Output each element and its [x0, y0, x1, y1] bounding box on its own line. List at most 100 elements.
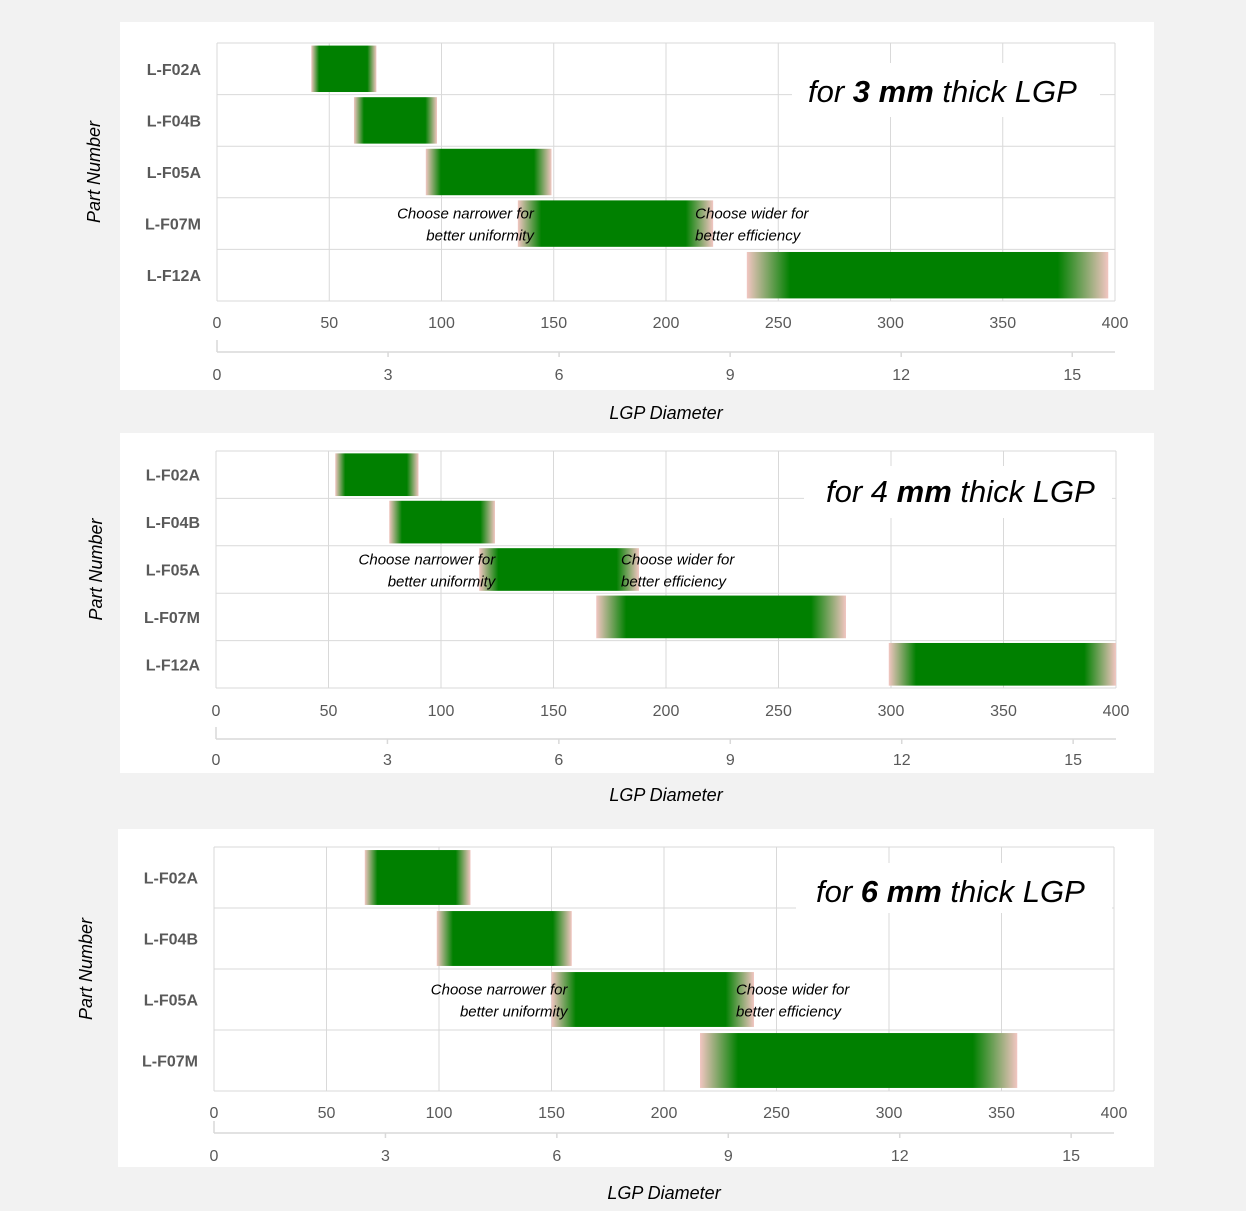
- bar-l-f07m: [700, 1033, 1018, 1088]
- category-label: L-F02A: [147, 62, 202, 79]
- x-axis-title: LGP Diameter: [609, 785, 723, 805]
- x2-tick-label: 12: [892, 367, 910, 384]
- x2-tick-label: 6: [554, 752, 563, 769]
- x-tick-label: 150: [540, 315, 567, 332]
- annotation-narrower: better uniformity: [388, 574, 497, 591]
- annotation-wider: better efficiency: [621, 574, 728, 591]
- x-tick-label: 150: [540, 703, 567, 720]
- title-part: thick LGP: [952, 474, 1095, 509]
- x2-tick-label: 9: [724, 1148, 733, 1165]
- x-tick-label: 100: [428, 315, 455, 332]
- category-label: L-F05A: [144, 993, 199, 1010]
- category-label: L-F05A: [147, 165, 202, 182]
- category-label: L-F04B: [144, 932, 198, 949]
- chart-title: for 4 mm thick LGP: [826, 474, 1095, 509]
- x2-tick-label: 3: [381, 1148, 390, 1165]
- x-tick-label: 200: [653, 315, 680, 332]
- category-label: L-F07M: [145, 217, 201, 234]
- y-axis-title: Part Number: [76, 917, 96, 1020]
- title-part: 6 mm: [861, 874, 942, 909]
- title-part: thick LGP: [942, 874, 1085, 909]
- x2-tick-label: 15: [1063, 367, 1081, 384]
- x2-tick-label: 12: [893, 752, 911, 769]
- title-part: for: [808, 74, 853, 109]
- x-tick-label: 250: [765, 703, 792, 720]
- chart-title: for 3 mm thick LGP: [808, 74, 1077, 109]
- x2-tick-label: 9: [726, 752, 735, 769]
- y-axis-title: Part Number: [86, 517, 106, 620]
- title-part: thick LGP: [934, 74, 1077, 109]
- x-tick-label: 200: [653, 703, 680, 720]
- x-tick-label: 50: [320, 703, 338, 720]
- category-label: L-F05A: [146, 563, 201, 580]
- x2-tick-label: 0: [212, 752, 221, 769]
- bar-l-f04b: [436, 911, 572, 966]
- bar-l-f05a: [479, 548, 639, 591]
- bar-l-f02a: [364, 850, 471, 905]
- bar-l-f04b: [389, 500, 495, 544]
- annotation-narrower: better uniformity: [426, 228, 535, 245]
- bar-l-f12a: [746, 251, 1109, 299]
- category-label: L-F07M: [144, 610, 200, 627]
- x-tick-label: 50: [320, 315, 338, 332]
- title-part: for: [816, 874, 861, 909]
- x-tick-label: 200: [651, 1105, 678, 1122]
- bar-l-f07m: [596, 595, 846, 639]
- category-label: L-F07M: [142, 1054, 198, 1071]
- title-part: mm: [897, 474, 952, 509]
- bar-l-f05a: [425, 148, 552, 196]
- x2-tick-label: 9: [726, 367, 735, 384]
- x-tick-label: 0: [210, 1105, 219, 1122]
- y-axis-title: Part Number: [84, 120, 104, 223]
- x-axis-title: LGP Diameter: [609, 403, 723, 423]
- x-tick-label: 100: [426, 1105, 453, 1122]
- annotation-wider: Choose wider for: [736, 982, 850, 999]
- chart-title: for 6 mm thick LGP: [816, 874, 1085, 909]
- x2-tick-label: 3: [383, 752, 392, 769]
- annotation-narrower: Choose narrower for: [397, 206, 535, 223]
- bar-l-f05a: [551, 972, 754, 1027]
- bar-l-f02a: [311, 45, 377, 93]
- annotation-wider: Choose wider for: [695, 206, 809, 223]
- bar-l-f12a: [888, 642, 1116, 686]
- title-background: [796, 863, 1112, 913]
- x2-tick-label: 0: [213, 367, 222, 384]
- x2-tick-label: 0: [210, 1148, 219, 1165]
- x-tick-label: 350: [988, 1105, 1015, 1122]
- x2-tick-label: 15: [1062, 1148, 1080, 1165]
- title-background: [792, 63, 1100, 117]
- category-label: L-F04B: [146, 515, 200, 532]
- chart-2: L-F02A L-F04B L-F05A L-F07M L-F12A 0 50 100 150 2…: [86, 433, 1154, 805]
- bar-l-f07m: [517, 200, 714, 247]
- category-label: L-F02A: [144, 871, 199, 888]
- title-background: [804, 466, 1112, 518]
- x-tick-label: 100: [428, 703, 455, 720]
- x-tick-label: 300: [878, 703, 905, 720]
- x-tick-label: 400: [1103, 703, 1130, 720]
- x2-tick-label: 6: [552, 1148, 561, 1165]
- x-tick-label: 400: [1101, 1105, 1128, 1122]
- x2-tick-label: 3: [384, 367, 393, 384]
- category-label: L-F12A: [147, 268, 202, 285]
- x-tick-label: 0: [213, 315, 222, 332]
- x-tick-label: 300: [876, 1105, 903, 1122]
- x2-tick-label: 6: [555, 367, 564, 384]
- category-label: L-F04B: [147, 113, 201, 130]
- x-tick-label: 250: [765, 315, 792, 332]
- x-axis-title: LGP Diameter: [607, 1183, 721, 1203]
- annotation-narrower: better uniformity: [460, 1004, 569, 1021]
- x-tick-label: 150: [538, 1105, 565, 1122]
- annotation-wider: Choose wider for: [621, 552, 735, 569]
- category-label: L-F12A: [146, 657, 201, 674]
- x-tick-label: 350: [990, 703, 1017, 720]
- x2-tick-label: 15: [1064, 752, 1082, 769]
- category-label: L-F02A: [146, 468, 201, 485]
- annotation-narrower: Choose narrower for: [359, 552, 497, 569]
- x2-tick-label: 12: [891, 1148, 909, 1165]
- title-part: 3 mm: [853, 74, 934, 109]
- bar-l-f04b: [353, 97, 438, 144]
- x-tick-label: 350: [989, 315, 1016, 332]
